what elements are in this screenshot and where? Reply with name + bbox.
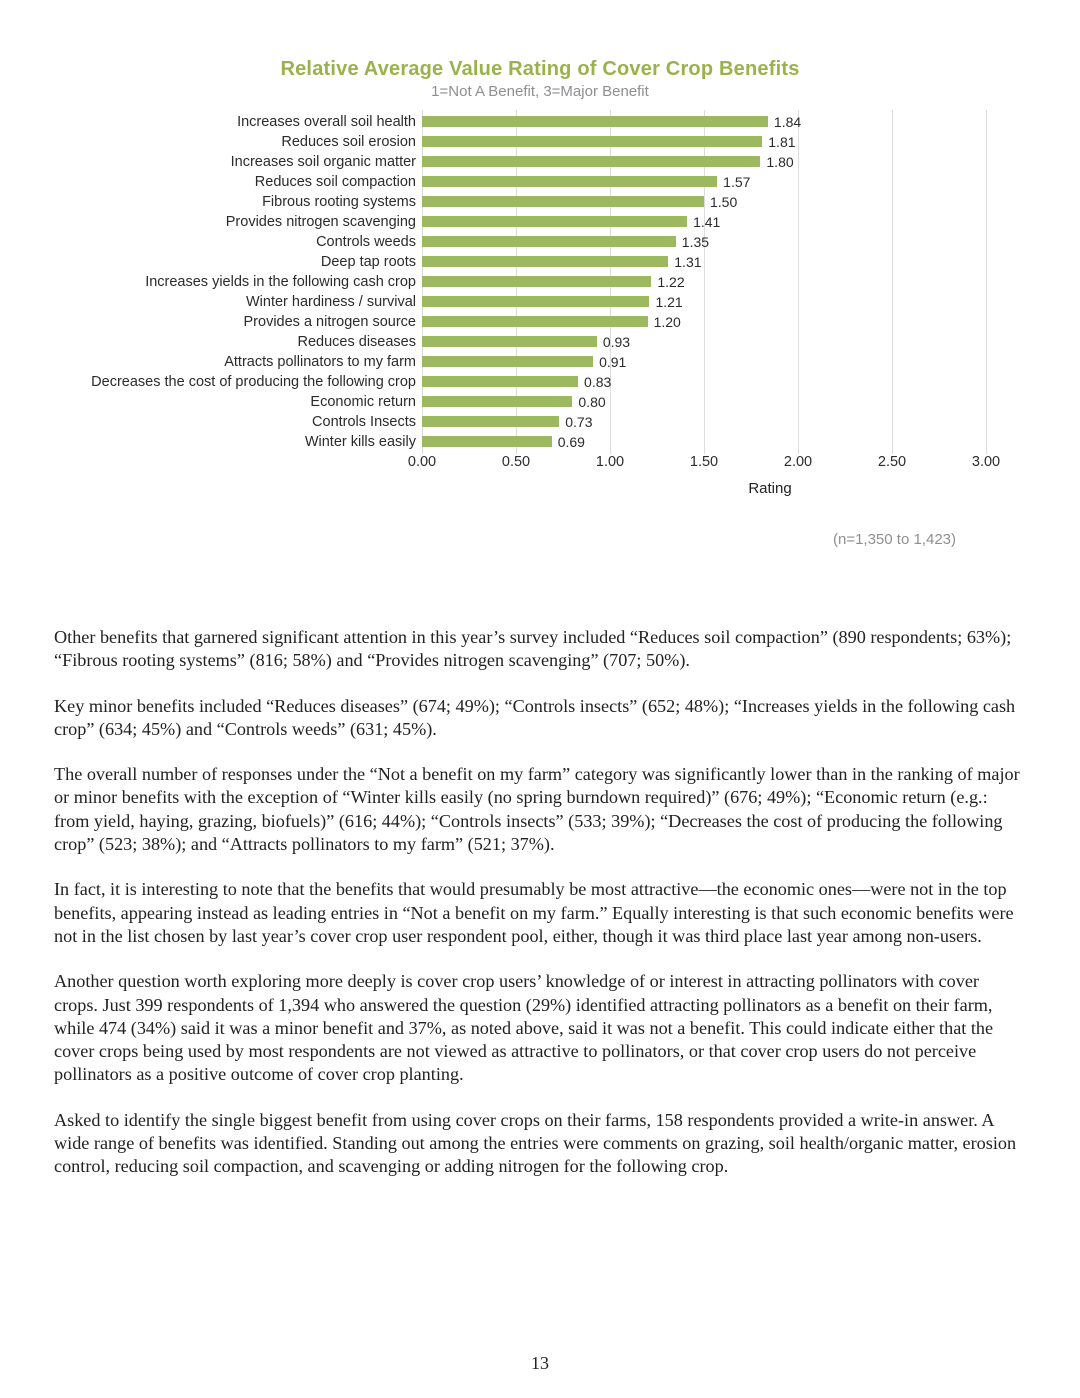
bar-value-label: 1.84 (774, 112, 801, 132)
body-paragraph: The overall number of responses under th… (54, 763, 1026, 856)
chart-row: 1.80 (422, 152, 986, 172)
chart-row: 0.91 (422, 352, 986, 372)
bar (422, 116, 768, 127)
sample-size-note: (n=1,350 to 1,423) (54, 531, 956, 548)
bar-value-label: 0.93 (603, 332, 630, 352)
chart-row-label: Increases yields in the following cash c… (54, 272, 422, 292)
bar-value-label: 0.91 (599, 352, 626, 372)
chart-row: 1.50 (422, 192, 986, 212)
bar-value-label: 1.31 (674, 252, 701, 272)
chart-ylabels: Increases overall soil healthReduces soi… (54, 110, 422, 474)
bar-value-label: 1.20 (654, 312, 681, 332)
bar (422, 156, 760, 167)
bar (422, 376, 578, 387)
bar-value-label: 0.73 (565, 412, 592, 432)
body-paragraph: Another question worth exploring more de… (54, 970, 1026, 1086)
bar (422, 416, 559, 427)
bar-value-label: 1.80 (766, 152, 793, 172)
bar-value-label: 1.21 (655, 292, 682, 312)
chart-row: 0.73 (422, 412, 986, 432)
xtick-label: 1.50 (690, 454, 718, 470)
xtick-label: 1.00 (596, 454, 624, 470)
bar-value-label: 1.50 (710, 192, 737, 212)
chart-title: Relative Average Value Rating of Cover C… (54, 58, 1026, 81)
bar-value-label: 0.83 (584, 372, 611, 392)
chart-row-label: Fibrous rooting systems (54, 192, 422, 212)
body-paragraph: Other benefits that garnered significant… (54, 626, 1026, 673)
bar (422, 356, 593, 367)
chart-row-label: Increases soil organic matter (54, 152, 422, 172)
bar (422, 436, 552, 447)
chart-row-label: Provides nitrogen scavenging (54, 212, 422, 232)
bar-value-label: 1.57 (723, 172, 750, 192)
chart-row: 0.69 (422, 432, 986, 452)
chart-row: 1.41 (422, 212, 986, 232)
bar-value-label: 1.41 (693, 212, 720, 232)
chart-row-label: Economic return (54, 392, 422, 412)
chart-row-label: Winter hardiness / survival (54, 292, 422, 312)
body-text: Other benefits that garnered significant… (54, 626, 1026, 1179)
bar (422, 176, 717, 187)
chart-plot: 1.841.811.801.571.501.411.351.311.221.21… (422, 110, 986, 474)
chart-row-label: Controls Insects (54, 412, 422, 432)
xtick-label: 3.00 (972, 454, 1000, 470)
chart-row: 1.35 (422, 232, 986, 252)
chart-row: 1.20 (422, 312, 986, 332)
bar (422, 276, 651, 287)
chart-xlabel: Rating (54, 480, 1026, 497)
chart-xticks: 0.000.501.001.502.002.503.00 (422, 454, 986, 474)
body-paragraph: In fact, it is interesting to note that … (54, 878, 1026, 948)
chart-subtitle: 1=Not A Benefit, 3=Major Benefit (54, 83, 1026, 100)
bar (422, 316, 648, 327)
bar (422, 136, 762, 147)
xtick-label: 0.00 (408, 454, 436, 470)
chart-row: 0.93 (422, 332, 986, 352)
chart-row: 1.22 (422, 272, 986, 292)
chart-row-label: Increases overall soil health (54, 112, 422, 132)
body-paragraph: Asked to identify the single biggest ben… (54, 1109, 1026, 1179)
chart-row-label: Reduces soil erosion (54, 132, 422, 152)
chart-row-label: Provides a nitrogen source (54, 312, 422, 332)
bar (422, 296, 649, 307)
chart-area: Increases overall soil healthReduces soi… (54, 110, 1026, 474)
chart-row-label: Decreases the cost of producing the foll… (54, 372, 422, 392)
chart-row-label: Controls weeds (54, 232, 422, 252)
page-number: 13 (0, 1353, 1080, 1374)
bar-value-label: 0.80 (578, 392, 605, 412)
chart-row-label: Winter kills easily (54, 432, 422, 452)
chart-row: 0.83 (422, 372, 986, 392)
gridline (986, 110, 987, 454)
xtick-label: 2.00 (784, 454, 812, 470)
body-paragraph: Key minor benefits included “Reduces dis… (54, 695, 1026, 742)
chart-row: 1.57 (422, 172, 986, 192)
bar (422, 256, 668, 267)
bar-value-label: 1.35 (682, 232, 709, 252)
chart-row: 0.80 (422, 392, 986, 412)
page: Relative Average Value Rating of Cover C… (0, 0, 1080, 1398)
chart-row-label: Attracts pollinators to my farm (54, 352, 422, 372)
xtick-label: 2.50 (878, 454, 906, 470)
chart-row-label: Reduces diseases (54, 332, 422, 352)
chart-bars: 1.841.811.80 1.571.501.411.351.311.221.21… (422, 112, 986, 452)
bar (422, 336, 597, 347)
bar (422, 216, 687, 227)
bar-value-label: 1.81 (768, 132, 795, 152)
chart-row-label: Deep tap roots (54, 252, 422, 272)
bar-value-label: 1.22 (657, 272, 684, 292)
chart-row: 1.81 (422, 132, 986, 152)
chart-row: 1.31 (422, 252, 986, 272)
chart-row: 1.21 (422, 292, 986, 312)
chart-row: 1.84 (422, 112, 986, 132)
xtick-label: 0.50 (502, 454, 530, 470)
bar (422, 396, 572, 407)
bar-value-label: 0.69 (558, 432, 585, 452)
bar (422, 236, 676, 247)
chart-row-label: Reduces soil compaction (54, 172, 422, 192)
bar (422, 196, 704, 207)
chart: Relative Average Value Rating of Cover C… (54, 58, 1026, 497)
